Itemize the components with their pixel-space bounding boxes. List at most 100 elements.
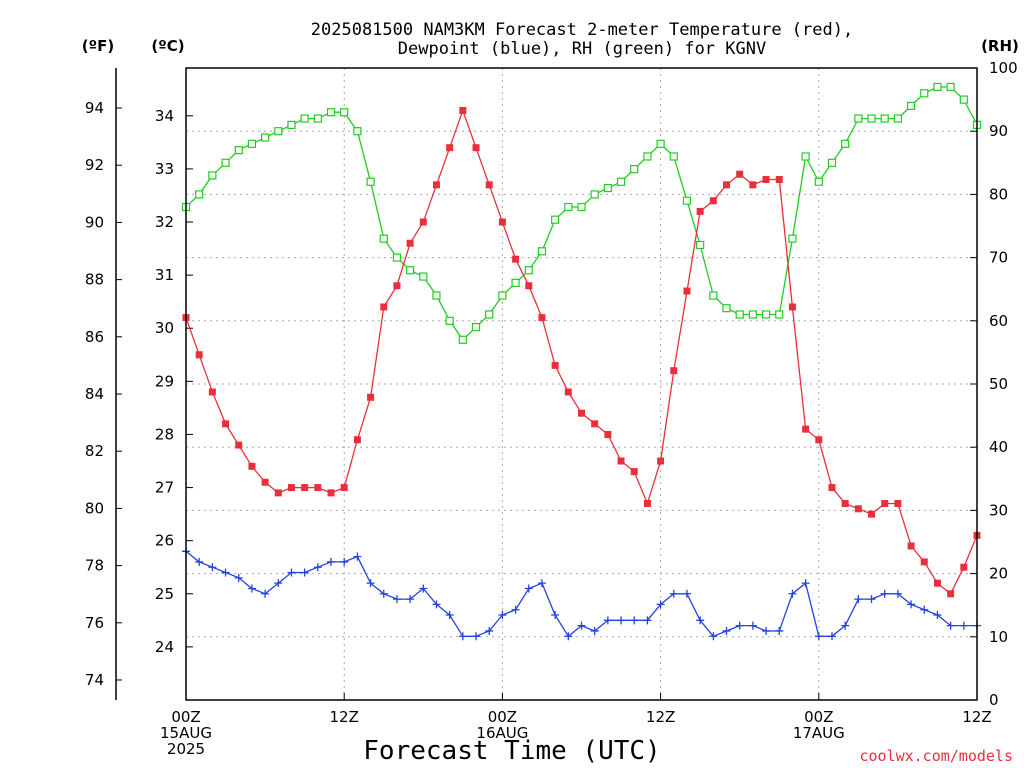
- fahrenheit-tick-label: 92: [85, 156, 104, 174]
- rh-tick-label: 70: [989, 249, 1008, 267]
- rh-point: [234, 146, 243, 155]
- dewpoint-point: [327, 557, 336, 566]
- dewpoint-point: [287, 568, 296, 577]
- temperature-point: [709, 197, 717, 205]
- rh-tick-label: 10: [989, 628, 1008, 646]
- temperature-point: [881, 499, 889, 507]
- data-series: [181, 82, 982, 641]
- fahrenheit-tick-label: 80: [85, 499, 104, 517]
- rh-point: [419, 272, 428, 281]
- rh-point: [946, 82, 955, 92]
- rh-point: [669, 152, 678, 161]
- rh-point: [498, 291, 507, 300]
- dewpoint-point: [603, 616, 612, 625]
- x-tick-label: 00Z: [804, 708, 833, 726]
- temperature-point: [301, 484, 309, 492]
- temperature-point: [933, 579, 941, 587]
- celsius-tick-label: 28: [155, 425, 174, 443]
- temperature-point: [828, 484, 836, 492]
- dewpoint-point: [788, 589, 797, 598]
- axes: 74 76 78 80 82 84 86 88 90 92 94 24 25 26 27 28 29 30 31 32…: [85, 59, 1018, 758]
- dewpoint-point: [748, 621, 757, 630]
- temperature-point: [788, 303, 796, 311]
- temperature-point: [564, 388, 572, 396]
- temperature-point: [841, 499, 849, 507]
- rh-point: [906, 101, 916, 111]
- temperature-point: [591, 420, 599, 428]
- dewpoint-point: [524, 584, 533, 593]
- fahrenheit-axis-unit-label: (ºF): [82, 37, 114, 55]
- temperature-point: [802, 425, 810, 433]
- rh-point: [366, 177, 375, 186]
- dewpoint-point: [682, 589, 691, 598]
- rh-tick-label: 100: [989, 59, 1018, 77]
- rh-point: [313, 114, 322, 123]
- x-tick-label: 16AUG: [476, 724, 528, 742]
- temperature-point: [353, 436, 361, 444]
- dewpoint-point: [551, 611, 560, 620]
- dewpoint-point: [472, 632, 481, 641]
- dewpoint-point: [485, 626, 494, 635]
- temperature-point: [749, 181, 757, 189]
- rh-point: [537, 247, 547, 256]
- chart-title-line1: 2025081500 NAM3KM Forecast 2-meter Tempe…: [311, 20, 853, 40]
- temperature-point: [380, 303, 388, 311]
- rh-point: [590, 190, 599, 199]
- dewpoint-point: [841, 621, 850, 630]
- celsius-tick-label: 30: [155, 319, 174, 337]
- dewpoint-point: [775, 626, 784, 635]
- dewpoint-point: [379, 589, 388, 598]
- dewpoint-point: [261, 589, 270, 598]
- dewpoint-point: [564, 632, 573, 641]
- rh-point: [445, 316, 454, 325]
- series-rh: [181, 82, 982, 344]
- celsius-tick-label: 33: [155, 160, 174, 178]
- dewpoint-point: [933, 611, 942, 620]
- series-dewpoint: [182, 547, 981, 641]
- rh-point: [801, 152, 810, 161]
- temperature-point: [406, 239, 414, 247]
- dewpoint-point: [537, 579, 546, 588]
- temperature-point: [630, 468, 638, 476]
- temperature-point: [683, 287, 691, 295]
- x-tick-label: 17AUG: [793, 724, 845, 742]
- credit-text: coolwx.com/models: [859, 747, 1013, 765]
- dewpoint-point: [630, 616, 639, 625]
- rh-point: [485, 310, 494, 319]
- temperature-point: [894, 499, 902, 507]
- temperature-point: [960, 563, 968, 571]
- dewpoint-point: [709, 632, 718, 641]
- plot-frame: [185, 67, 978, 701]
- dewpoint-point: [946, 621, 955, 630]
- dewpoint-point: [234, 573, 243, 582]
- dewpoint-point: [274, 579, 283, 588]
- rh-point: [959, 95, 968, 104]
- rh-point: [379, 234, 388, 243]
- rh-point: [827, 158, 837, 167]
- rh-point: [287, 120, 296, 129]
- temperature-point: [222, 420, 230, 428]
- temperature-point: [604, 430, 612, 438]
- rh-point: [630, 165, 639, 174]
- temperature-point: [907, 542, 915, 550]
- temperature-point: [248, 462, 256, 470]
- rh-point: [761, 310, 771, 319]
- celsius-tick-label: 32: [155, 213, 174, 231]
- rh-point: [880, 114, 889, 123]
- series-line: [185, 86, 978, 341]
- temperature-point: [670, 367, 678, 375]
- rh-point: [643, 152, 652, 161]
- rh-point: [656, 139, 665, 148]
- temperature-point: [736, 170, 744, 178]
- dewpoint-point: [735, 621, 744, 630]
- dewpoint-point: [392, 595, 401, 604]
- dewpoint-point: [577, 621, 586, 630]
- temperature-point: [512, 255, 520, 263]
- rh-point: [326, 108, 336, 117]
- dewpoint-point: [340, 557, 349, 566]
- rh-point: [195, 190, 204, 199]
- rh-point: [775, 310, 784, 319]
- dewpoint-point: [458, 632, 467, 641]
- temperature-point: [274, 489, 282, 497]
- rh-point: [788, 234, 797, 243]
